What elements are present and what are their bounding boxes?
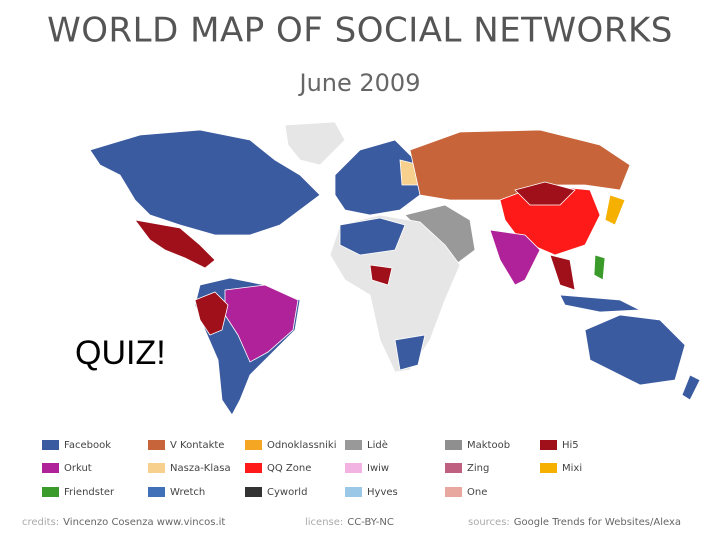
legend-label: Mixi	[562, 463, 582, 474]
legend-swatch	[245, 487, 262, 497]
legend-label: Facebook	[64, 440, 111, 451]
legend-label: Friendster	[64, 487, 115, 498]
legend-label: Hyves	[367, 487, 398, 498]
legend-label: Odnoklassniki	[267, 440, 336, 451]
credit-label: credits:	[22, 517, 59, 528]
subtitle: June 2009	[298, 69, 421, 97]
legend-swatch	[148, 440, 165, 450]
legend-label: Maktoob	[467, 440, 510, 451]
credits: credits: Vincenzo Cosenza www.vincos.it li…	[22, 517, 681, 528]
legend-label: QQ Zone	[267, 463, 311, 474]
legend-swatch	[148, 487, 165, 497]
legend-label: Iwiw	[367, 463, 389, 474]
legend-swatch	[148, 463, 165, 473]
legend-label: Nasza-Klasa	[170, 463, 231, 474]
legend-label: V Kontakte	[170, 440, 224, 451]
legend-swatch	[42, 487, 59, 497]
credit-text: Vincenzo Cosenza www.vincos.it	[63, 517, 225, 528]
world-map	[89, 121, 701, 416]
legend-label: Lidè	[367, 439, 388, 451]
legend-label: Zing	[467, 463, 489, 474]
legend-swatch	[42, 463, 59, 473]
legend-label: One	[467, 487, 487, 498]
legend-swatch	[245, 440, 262, 450]
legend-label: Cyworld	[267, 487, 307, 498]
legend-swatch	[345, 487, 362, 497]
credit-label: license:	[305, 517, 343, 528]
legend-swatch	[245, 463, 262, 473]
title: WORLD MAP OF SOCIAL NETWORKS	[47, 11, 673, 51]
legend-swatch	[445, 487, 462, 497]
legend: Facebook Orkut Friendster V Kontakte Nasza-K…	[42, 439, 582, 498]
credit-text: CC-BY-NC	[347, 517, 394, 528]
legend-swatch	[42, 440, 59, 450]
legend-swatch	[445, 463, 462, 473]
legend-swatch	[540, 463, 557, 473]
legend-label: Orkut	[64, 463, 92, 474]
legend-swatch	[345, 440, 362, 450]
legend-swatch	[345, 463, 362, 473]
legend-swatch	[540, 440, 557, 450]
credit-text: Google Trends for Websites/Alexa	[514, 517, 681, 528]
legend-swatch	[445, 440, 462, 450]
legend-label: Hi5	[562, 440, 579, 451]
legend-label: Wretch	[170, 487, 205, 498]
quiz-overlay: QUIZ!	[75, 334, 166, 372]
credit-label: sources:	[468, 517, 510, 528]
